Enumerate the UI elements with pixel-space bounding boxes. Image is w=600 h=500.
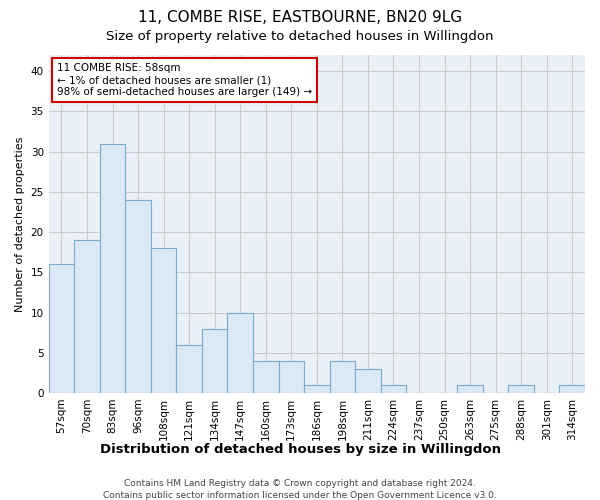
Bar	[253, 361, 278, 393]
Y-axis label: Number of detached properties: Number of detached properties	[15, 136, 25, 312]
Bar	[125, 200, 151, 393]
Bar	[559, 385, 585, 393]
Bar	[304, 385, 329, 393]
Bar	[457, 385, 483, 393]
Text: Contains public sector information licensed under the Open Government Licence v3: Contains public sector information licen…	[103, 491, 497, 500]
Bar	[74, 240, 100, 393]
Bar	[49, 264, 74, 393]
Text: 11, COMBE RISE, EASTBOURNE, BN20 9LG: 11, COMBE RISE, EASTBOURNE, BN20 9LG	[138, 10, 462, 25]
Bar	[380, 385, 406, 393]
Bar	[202, 328, 227, 393]
Bar	[227, 312, 253, 393]
Bar	[329, 361, 355, 393]
Text: Distribution of detached houses by size in Willingdon: Distribution of detached houses by size …	[100, 442, 500, 456]
Text: Contains HM Land Registry data © Crown copyright and database right 2024.: Contains HM Land Registry data © Crown c…	[124, 479, 476, 488]
Bar	[176, 344, 202, 393]
Text: 11 COMBE RISE: 58sqm
← 1% of detached houses are smaller (1)
98% of semi-detache: 11 COMBE RISE: 58sqm ← 1% of detached ho…	[57, 64, 312, 96]
Text: Size of property relative to detached houses in Willingdon: Size of property relative to detached ho…	[106, 30, 494, 43]
Bar	[100, 144, 125, 393]
Bar	[278, 361, 304, 393]
Bar	[508, 385, 534, 393]
Bar	[151, 248, 176, 393]
Bar	[355, 369, 380, 393]
